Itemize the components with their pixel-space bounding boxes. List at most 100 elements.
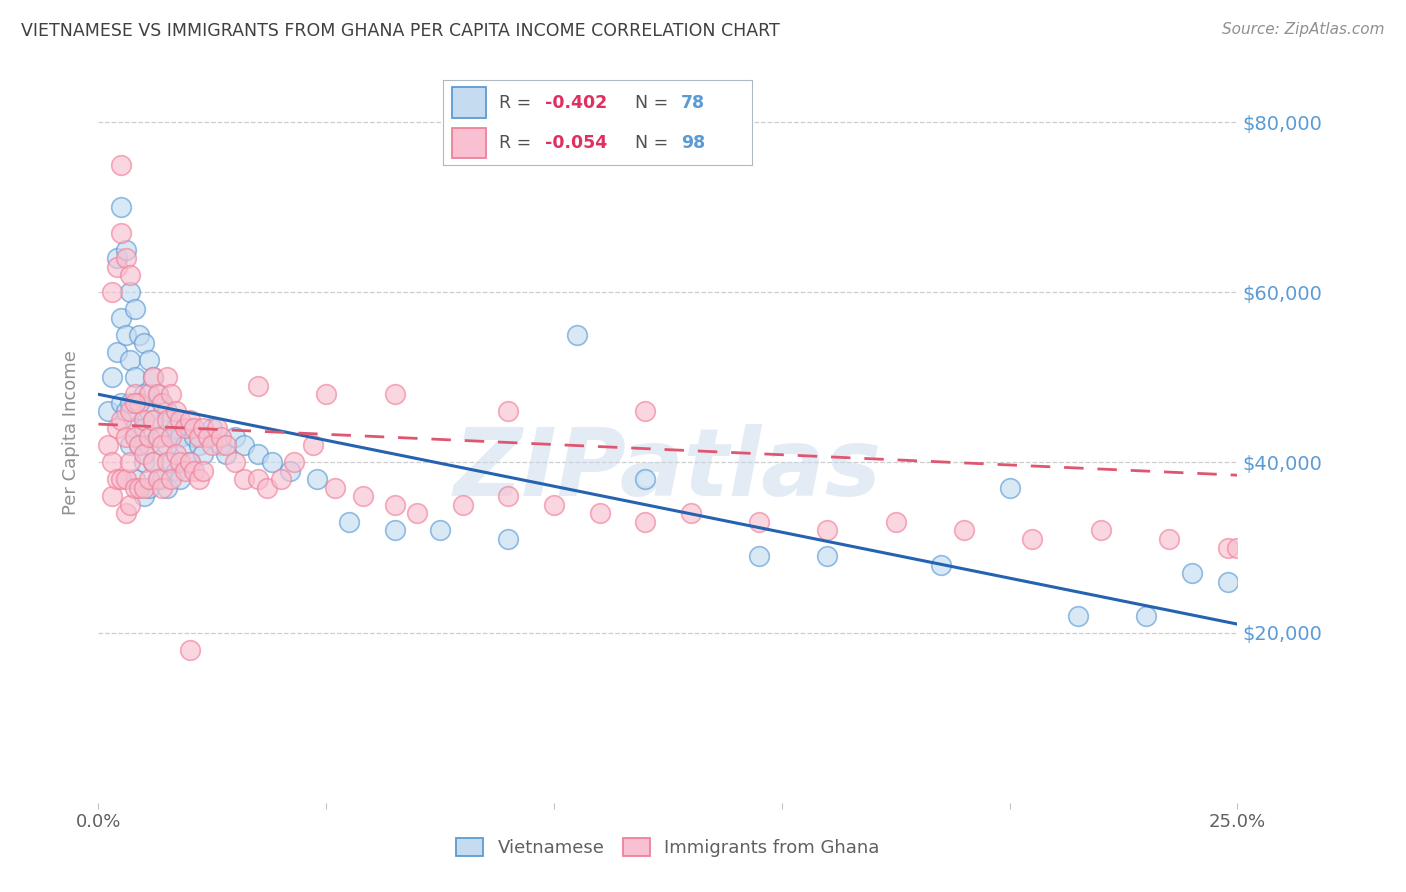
Point	[101, 490, 124, 504]
Point	[142, 413, 165, 427]
Point	[748, 515, 770, 529]
Point	[197, 430, 219, 444]
Point	[120, 498, 142, 512]
Text: Source: ZipAtlas.com: Source: ZipAtlas.com	[1222, 22, 1385, 37]
Point	[1181, 566, 1204, 580]
Point	[1226, 541, 1249, 555]
Point	[110, 472, 132, 486]
Text: N =: N =	[634, 95, 668, 112]
Point	[679, 507, 702, 521]
Point	[384, 524, 406, 538]
Point	[142, 370, 165, 384]
Point	[179, 455, 201, 469]
Text: VIETNAMESE VS IMMIGRANTS FROM GHANA PER CAPITA INCOME CORRELATION CHART: VIETNAMESE VS IMMIGRANTS FROM GHANA PER …	[21, 22, 780, 40]
Point	[179, 455, 201, 469]
Point	[120, 455, 142, 469]
Point	[215, 438, 238, 452]
Legend: Vietnamese, Immigrants from Ghana: Vietnamese, Immigrants from Ghana	[449, 830, 887, 864]
Point	[156, 370, 179, 384]
Point	[193, 421, 215, 435]
Point	[120, 404, 142, 418]
Text: 98: 98	[681, 134, 706, 152]
Point	[193, 464, 215, 478]
Point	[1135, 608, 1157, 623]
Point	[174, 438, 197, 452]
Point	[1090, 524, 1112, 538]
Point	[150, 396, 173, 410]
Point	[1218, 541, 1240, 555]
Point	[128, 327, 150, 342]
Point	[138, 387, 160, 401]
Point	[165, 447, 187, 461]
Point	[105, 472, 128, 486]
Point	[156, 481, 179, 495]
Point	[179, 421, 201, 435]
Point	[128, 396, 150, 410]
Point	[1067, 608, 1090, 623]
Y-axis label: Per Capita Income: Per Capita Income	[62, 351, 80, 515]
Point	[156, 404, 179, 418]
Text: 78: 78	[681, 95, 706, 112]
Point	[138, 430, 160, 444]
Point	[256, 481, 278, 495]
Point	[132, 455, 155, 469]
Point	[270, 472, 292, 486]
FancyBboxPatch shape	[453, 87, 486, 118]
Point	[283, 455, 305, 469]
Point	[352, 490, 374, 504]
Point	[233, 472, 256, 486]
Point	[179, 642, 201, 657]
Text: -0.054: -0.054	[546, 134, 607, 152]
Point	[315, 387, 337, 401]
Point	[634, 472, 657, 486]
Point	[150, 481, 173, 495]
Point	[110, 396, 132, 410]
Point	[1021, 532, 1043, 546]
Point	[169, 472, 191, 486]
Point	[114, 243, 136, 257]
Point	[128, 481, 150, 495]
Point	[142, 413, 165, 427]
Point	[128, 396, 150, 410]
Point	[209, 430, 232, 444]
Point	[187, 430, 209, 444]
Point	[183, 430, 205, 444]
Point	[498, 532, 520, 546]
Point	[179, 413, 201, 427]
Point	[128, 438, 150, 452]
Point	[105, 344, 128, 359]
Point	[138, 472, 160, 486]
Point	[953, 524, 976, 538]
Point	[156, 413, 179, 427]
Point	[246, 379, 269, 393]
Point	[815, 524, 838, 538]
Point	[146, 472, 169, 486]
Point	[998, 481, 1021, 495]
Point	[183, 421, 205, 435]
Point	[165, 464, 187, 478]
Point	[337, 515, 360, 529]
Point	[201, 438, 224, 452]
Point	[543, 498, 565, 512]
Point	[169, 455, 191, 469]
Point	[929, 558, 952, 572]
Point	[174, 464, 197, 478]
Point	[498, 490, 520, 504]
Point	[120, 268, 142, 283]
Point	[748, 549, 770, 563]
Point	[146, 472, 169, 486]
Point	[101, 455, 124, 469]
Point	[146, 430, 169, 444]
Point	[160, 413, 183, 427]
Point	[165, 421, 187, 435]
Point	[142, 370, 165, 384]
Point	[301, 438, 323, 452]
Point	[124, 472, 146, 486]
Point	[160, 455, 183, 469]
Point	[150, 438, 173, 452]
Point	[101, 370, 124, 384]
Point	[124, 481, 146, 495]
Text: N =: N =	[634, 134, 668, 152]
Point	[138, 404, 160, 418]
Point	[132, 447, 155, 461]
